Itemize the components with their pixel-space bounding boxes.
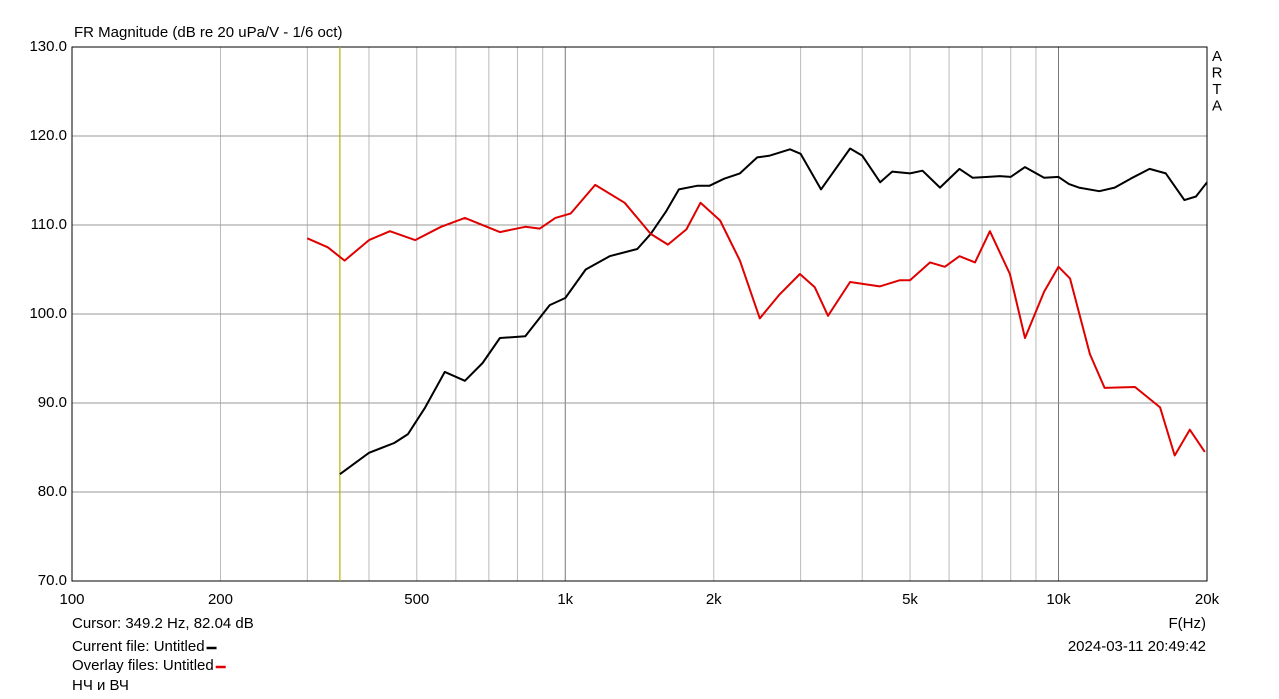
x-tick-label: 5k bbox=[902, 591, 918, 608]
y-tick-label: 100.0 bbox=[29, 305, 67, 322]
y-tick-label: 120.0 bbox=[29, 127, 67, 144]
y-tick-label: 80.0 bbox=[38, 483, 67, 500]
plot-frame bbox=[71, 46, 1208, 582]
y-tick-label: 90.0 bbox=[38, 394, 67, 411]
cursor-readout: Cursor: 349.2 Hz, 82.04 dB bbox=[72, 615, 254, 632]
x-tick-label: 1k bbox=[557, 591, 573, 608]
note: НЧ и ВЧ bbox=[72, 677, 129, 694]
series-line bbox=[306, 183, 1206, 457]
watermark: T bbox=[1212, 81, 1221, 98]
x-tick-label: 500 bbox=[404, 591, 429, 608]
x-tick-label: 2k bbox=[706, 591, 722, 608]
y-tick-label: 110.0 bbox=[31, 216, 67, 233]
watermark: A bbox=[1212, 97, 1222, 114]
x-tick-label: 100 bbox=[59, 591, 84, 608]
x-tick-label: 20k bbox=[1195, 591, 1220, 608]
y-tick-label: 130.0 bbox=[29, 38, 67, 55]
watermark: R bbox=[1212, 64, 1223, 81]
watermark: A bbox=[1212, 48, 1222, 65]
series-line bbox=[339, 147, 1208, 476]
y-tick-label: 70.0 bbox=[38, 572, 67, 589]
chart-title: FR Magnitude (dB re 20 uPa/V - 1/6 oct) bbox=[74, 24, 342, 41]
legend-label: Current file: Untitled bbox=[72, 638, 205, 655]
x-tick-label: 200 bbox=[208, 591, 233, 608]
timestamp: 2024-03-11 20:49:42 bbox=[1068, 638, 1206, 655]
x-tick-label: 10k bbox=[1046, 591, 1071, 608]
legend-label: Overlay files: Untitled bbox=[72, 657, 214, 674]
x-axis-label: F(Hz) bbox=[1169, 615, 1207, 632]
